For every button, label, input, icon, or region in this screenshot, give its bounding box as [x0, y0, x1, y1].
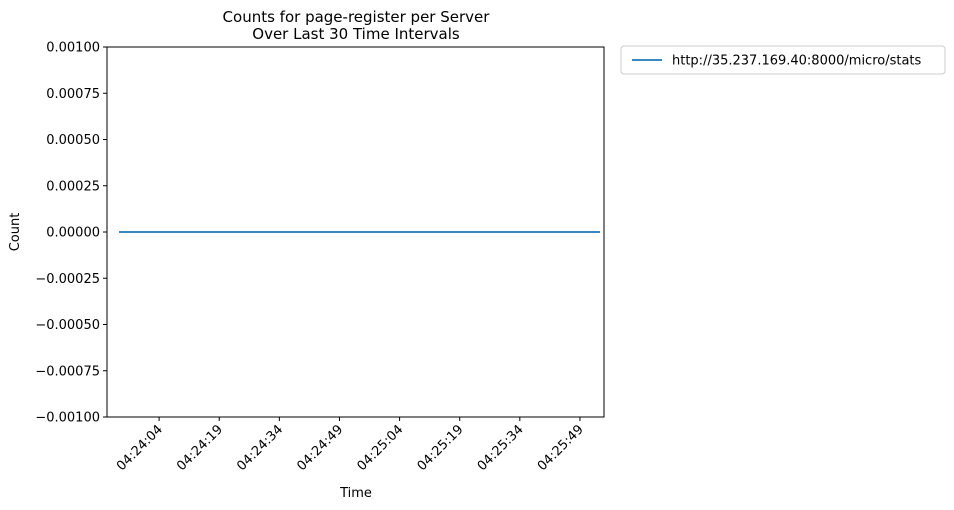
chart-title-line-2: Over Last 30 Time Intervals — [252, 25, 460, 43]
x-tick-label: 04:25:19 — [415, 422, 467, 474]
x-tick-label: 04:25:34 — [475, 422, 527, 474]
x-tick-label: 04:25:04 — [355, 422, 407, 474]
y-tick-label: −0.00025 — [35, 272, 100, 287]
x-tick-label: 04:24:49 — [294, 422, 346, 474]
x-tick-label: 04:24:34 — [234, 422, 286, 474]
x-tick-label: 04:24:04 — [114, 422, 166, 474]
x-axis-label: Time — [339, 486, 372, 501]
y-tick-label: −0.00100 — [35, 411, 100, 426]
y-tick-label: −0.00075 — [35, 364, 100, 379]
legend-box — [620, 45, 946, 75]
legend: http://35.237.169.40:8000/micro/stats — [620, 45, 946, 75]
y-tick-label: 0.00050 — [46, 133, 100, 148]
y-tick-label: 0.00075 — [46, 87, 100, 102]
y-axis-label: Count — [8, 213, 23, 252]
chart-title-line-1: Counts for page-register per Server — [223, 8, 491, 26]
y-tick-label: 0.00000 — [46, 226, 100, 241]
x-tick-label: 04:25:49 — [535, 422, 587, 474]
legend-label: http://35.237.169.40:8000/micro/stats — [672, 54, 922, 69]
y-axis-ticks: −0.00100 −0.00075 −0.00050 −0.00025 0.00000 0… — [35, 41, 107, 426]
x-tick-label: 04:24:19 — [174, 422, 226, 474]
y-tick-label: −0.00050 — [35, 318, 100, 333]
y-tick-label: 0.00025 — [46, 179, 100, 194]
y-tick-label: 0.00100 — [46, 41, 100, 56]
plot-frame — [106, 46, 605, 418]
x-axis-ticks: 04:24:04 04:24:19 04:24:34 04:24:49 04:25:04… — [114, 417, 587, 474]
